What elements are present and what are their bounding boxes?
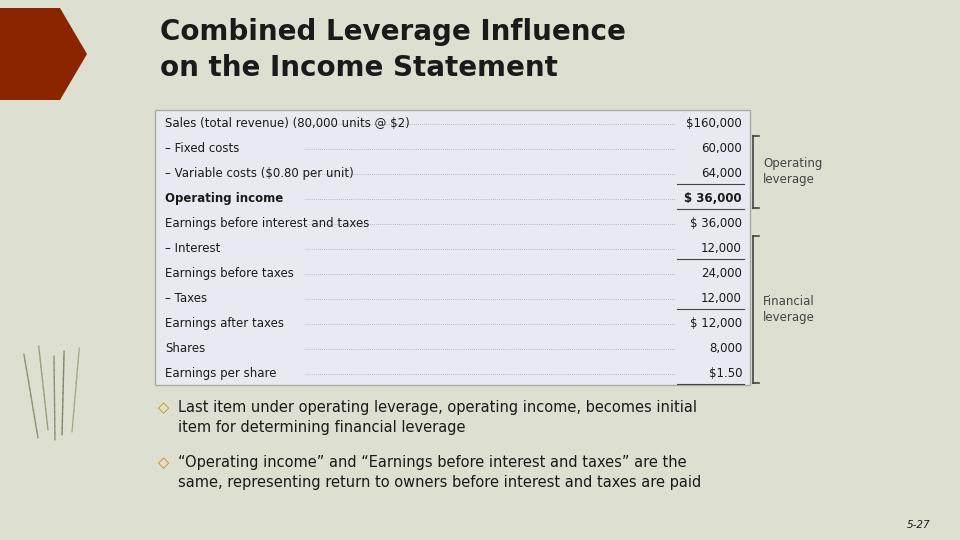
Text: $160,000: $160,000 xyxy=(686,117,742,130)
Text: – Interest: – Interest xyxy=(165,242,221,255)
Text: Operating
leverage: Operating leverage xyxy=(763,157,823,186)
Text: $ 12,000: $ 12,000 xyxy=(690,317,742,330)
Text: Operating income: Operating income xyxy=(165,192,283,205)
Text: 12,000: 12,000 xyxy=(701,292,742,305)
Text: $ 36,000: $ 36,000 xyxy=(684,192,742,205)
Text: – Taxes: – Taxes xyxy=(165,292,207,305)
Text: “Operating income” and “Earnings before interest and taxes” are the
same, repres: “Operating income” and “Earnings before … xyxy=(178,455,701,490)
Text: 8,000: 8,000 xyxy=(708,342,742,355)
Text: 5-27: 5-27 xyxy=(906,520,930,530)
Text: Earnings before interest and taxes: Earnings before interest and taxes xyxy=(165,217,370,230)
FancyBboxPatch shape xyxy=(155,110,750,385)
Text: – Fixed costs: – Fixed costs xyxy=(165,142,239,156)
Text: $ 36,000: $ 36,000 xyxy=(690,217,742,230)
Text: Sales (total revenue) (80,000 units @ $2): Sales (total revenue) (80,000 units @ $2… xyxy=(165,117,410,130)
Text: Earnings per share: Earnings per share xyxy=(165,367,276,380)
Text: Earnings before taxes: Earnings before taxes xyxy=(165,267,294,280)
Text: Earnings after taxes: Earnings after taxes xyxy=(165,317,284,330)
Text: 64,000: 64,000 xyxy=(701,167,742,180)
Text: – Variable costs ($0.80 per unit): – Variable costs ($0.80 per unit) xyxy=(165,167,353,180)
Text: ◇: ◇ xyxy=(158,400,169,415)
Text: Last item under operating leverage, operating income, becomes initial
item for d: Last item under operating leverage, oper… xyxy=(178,400,697,435)
Text: 12,000: 12,000 xyxy=(701,242,742,255)
Text: Shares: Shares xyxy=(165,342,205,355)
Text: 60,000: 60,000 xyxy=(701,142,742,156)
Polygon shape xyxy=(0,8,87,100)
Text: Financial
leverage: Financial leverage xyxy=(763,295,815,324)
Text: Combined Leverage Influence
on the Income Statement: Combined Leverage Influence on the Incom… xyxy=(160,18,626,82)
Text: $1.50: $1.50 xyxy=(708,367,742,380)
Text: 24,000: 24,000 xyxy=(701,267,742,280)
Text: ◇: ◇ xyxy=(158,455,169,470)
